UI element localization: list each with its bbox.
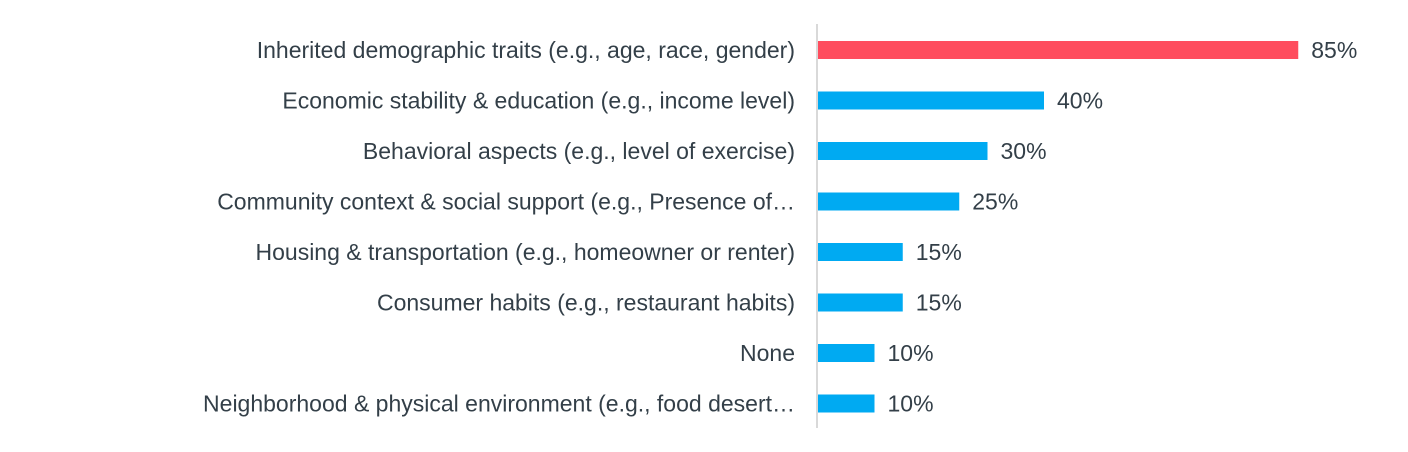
bar-3 xyxy=(818,192,960,211)
category-label-3: Community context & social support (e.g.… xyxy=(217,189,795,215)
value-label-5: 15% xyxy=(916,290,962,316)
value-label-4: 15% xyxy=(916,239,962,265)
category-label-5: Consumer habits (e.g., restaurant habits… xyxy=(377,290,795,316)
bar-2 xyxy=(818,142,988,160)
category-label-2: Behavioral aspects (e.g., level of exerc… xyxy=(363,138,795,164)
category-labels-group: Inherited demographic traits (e.g., age,… xyxy=(203,37,795,417)
category-label-0: Inherited demographic traits (e.g., age,… xyxy=(257,37,795,63)
bar-5 xyxy=(818,293,903,312)
value-label-0: 85% xyxy=(1311,37,1357,63)
value-labels-group: 85% 40% 30% 25% 15% 15% 10% 10% xyxy=(888,37,1358,417)
category-label-1: Economic stability & education (e.g., in… xyxy=(282,88,795,114)
bar-0 xyxy=(818,41,1299,59)
category-label-4: Housing & transportation (e.g., homeowne… xyxy=(256,239,796,265)
value-label-1: 40% xyxy=(1057,88,1103,114)
category-label-7: Neighborhood & physical environment (e.g… xyxy=(203,391,795,417)
bar-6 xyxy=(818,344,875,362)
value-label-6: 10% xyxy=(888,340,934,366)
value-label-7: 10% xyxy=(888,391,934,417)
bars-group xyxy=(818,41,1299,413)
value-label-3: 25% xyxy=(972,189,1018,215)
bar-1 xyxy=(818,91,1044,110)
bar-7 xyxy=(818,394,875,413)
value-label-2: 30% xyxy=(1001,138,1047,164)
category-label-6: None xyxy=(740,340,795,366)
bar-4 xyxy=(818,243,903,261)
